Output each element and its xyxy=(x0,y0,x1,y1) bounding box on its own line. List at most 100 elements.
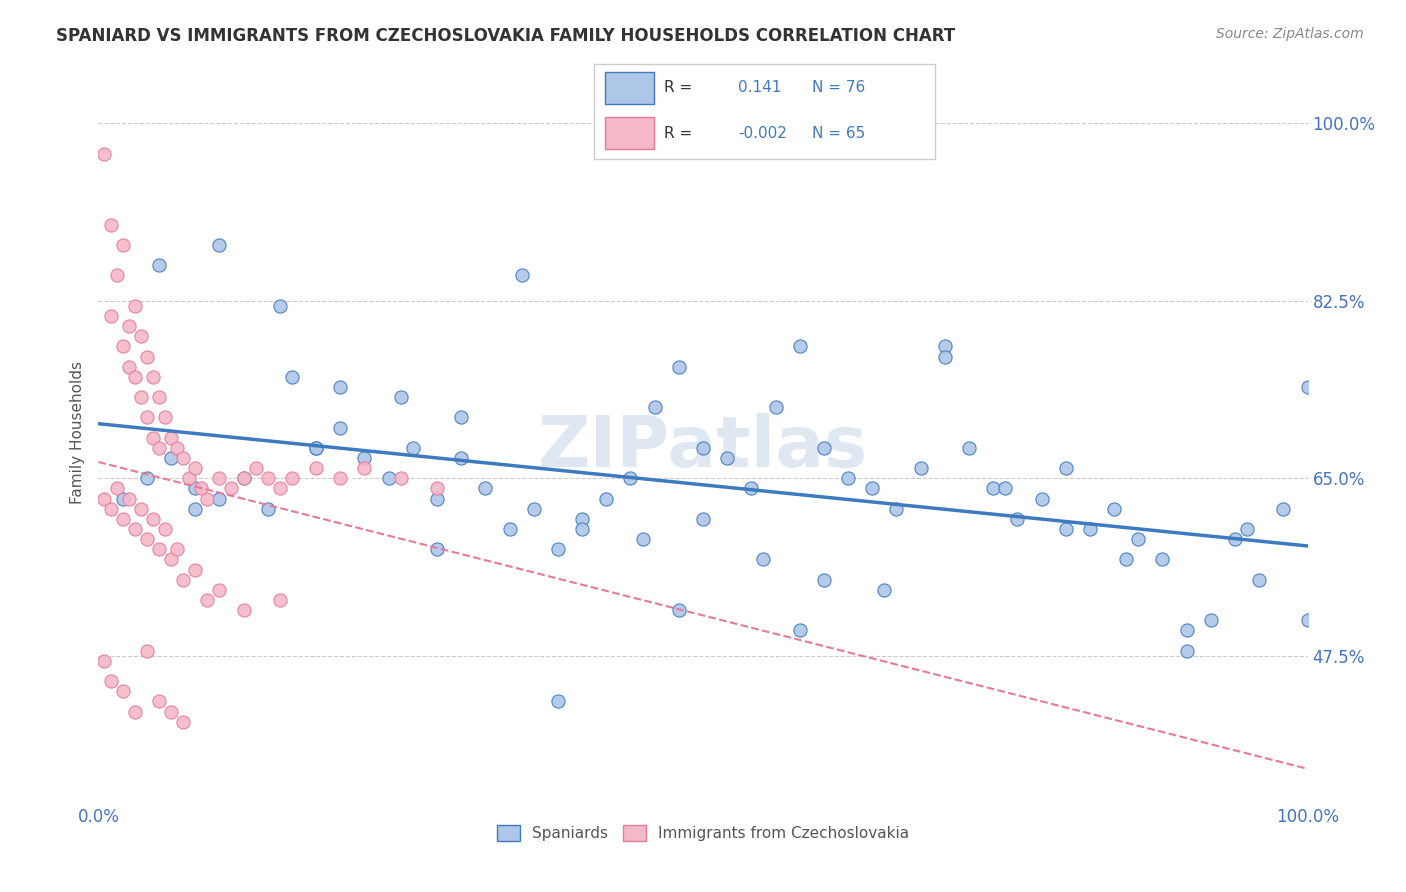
Text: N = 76: N = 76 xyxy=(813,80,865,95)
Point xyxy=(166,441,188,455)
Text: 0.141: 0.141 xyxy=(738,80,782,95)
Point xyxy=(118,319,141,334)
Point xyxy=(1054,461,1077,475)
Point xyxy=(523,501,546,516)
Point xyxy=(148,258,170,272)
Point xyxy=(142,431,165,445)
Point xyxy=(129,390,152,404)
Point xyxy=(93,491,115,506)
Point xyxy=(184,562,207,576)
Point xyxy=(124,522,146,536)
Point xyxy=(160,450,183,465)
Point xyxy=(716,450,738,465)
Point xyxy=(389,471,412,485)
Point xyxy=(1199,613,1222,627)
Point xyxy=(195,491,218,506)
Point xyxy=(111,238,134,252)
Point xyxy=(571,512,593,526)
Point xyxy=(981,482,1004,496)
Point xyxy=(1115,552,1137,566)
Legend: Spaniards, Immigrants from Czechoslovakia: Spaniards, Immigrants from Czechoslovaki… xyxy=(491,819,915,847)
Point xyxy=(281,471,304,485)
Point xyxy=(148,542,170,557)
Point xyxy=(329,471,352,485)
Point xyxy=(1031,491,1053,506)
Point xyxy=(111,512,134,526)
Point xyxy=(426,482,449,496)
Point xyxy=(172,714,194,729)
Point xyxy=(100,501,122,516)
Point xyxy=(111,684,134,698)
Point xyxy=(184,461,207,475)
Point xyxy=(269,482,291,496)
Text: -0.002: -0.002 xyxy=(738,126,787,141)
Point xyxy=(631,532,654,546)
Point xyxy=(1152,552,1174,566)
Point xyxy=(148,694,170,708)
Point xyxy=(135,643,157,657)
Point xyxy=(426,491,449,506)
Point xyxy=(1249,573,1271,587)
Point xyxy=(692,512,714,526)
Point xyxy=(135,532,157,546)
Point xyxy=(1175,624,1198,638)
Point xyxy=(245,461,267,475)
Point xyxy=(789,339,811,353)
Point xyxy=(111,491,134,506)
Point xyxy=(100,218,122,232)
FancyBboxPatch shape xyxy=(593,64,935,159)
Point xyxy=(100,309,122,323)
Point xyxy=(148,441,170,455)
Point xyxy=(160,552,183,566)
Point xyxy=(752,552,775,566)
Point xyxy=(934,350,956,364)
Point xyxy=(305,461,328,475)
Point xyxy=(111,339,134,353)
Point xyxy=(142,512,165,526)
Point xyxy=(619,471,641,485)
Point xyxy=(644,401,666,415)
Point xyxy=(813,441,835,455)
Point xyxy=(190,482,212,496)
Point xyxy=(184,482,207,496)
Point xyxy=(269,299,291,313)
Point xyxy=(474,482,496,496)
Point xyxy=(873,582,896,597)
Point xyxy=(886,501,908,516)
Point xyxy=(1223,532,1246,546)
Point xyxy=(305,441,328,455)
Point xyxy=(105,268,128,283)
Point xyxy=(353,461,375,475)
Point xyxy=(994,482,1017,496)
Point xyxy=(129,501,152,516)
Point xyxy=(124,299,146,313)
Point xyxy=(208,238,231,252)
Point xyxy=(377,471,399,485)
Point xyxy=(1128,532,1150,546)
Point xyxy=(281,369,304,384)
Point xyxy=(269,593,291,607)
Point xyxy=(153,410,176,425)
Point xyxy=(160,705,183,719)
Point xyxy=(135,471,157,485)
Point xyxy=(305,441,328,455)
Point xyxy=(129,329,152,343)
Point xyxy=(1296,613,1319,627)
Point xyxy=(118,359,141,374)
Point xyxy=(256,471,278,485)
Point xyxy=(184,501,207,516)
Point xyxy=(765,401,787,415)
Point xyxy=(934,339,956,353)
Point xyxy=(232,603,254,617)
Point xyxy=(172,450,194,465)
Point xyxy=(1175,643,1198,657)
Y-axis label: Family Households: Family Households xyxy=(69,361,84,504)
Bar xyxy=(605,118,654,149)
Point xyxy=(692,441,714,455)
Text: ZIPatlas: ZIPatlas xyxy=(538,413,868,482)
Point xyxy=(402,441,425,455)
Point xyxy=(668,359,690,374)
Point xyxy=(142,369,165,384)
Point xyxy=(232,471,254,485)
Point xyxy=(160,431,183,445)
